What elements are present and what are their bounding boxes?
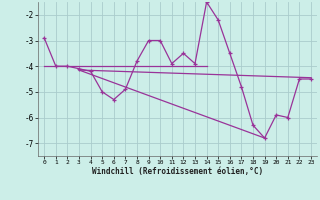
X-axis label: Windchill (Refroidissement éolien,°C): Windchill (Refroidissement éolien,°C) xyxy=(92,167,263,176)
